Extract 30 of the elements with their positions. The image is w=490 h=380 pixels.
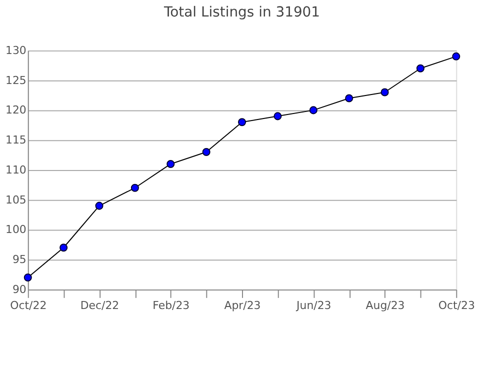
x-tick-label: Dec/22 (80, 298, 120, 312)
y-tick-label: 110 (6, 163, 26, 176)
y-tick-label: 120 (6, 104, 26, 117)
x-tick-label: Jun/23 (296, 298, 332, 312)
point (95, 202, 104, 210)
point (238, 118, 246, 126)
y-tick-label: 90 (12, 282, 26, 296)
point (274, 112, 282, 120)
x-tick-label: Aug/23 (366, 298, 405, 312)
point (309, 106, 318, 114)
point (452, 52, 460, 60)
point (380, 88, 389, 96)
chart-title: Total Listings in 31901 (162, 4, 320, 21)
point (166, 160, 175, 168)
x-tick-label: Oct/23 (438, 298, 475, 312)
y-tick-label: 95 (12, 253, 26, 266)
x-tick-label: Apr/23 (224, 298, 261, 312)
x-tick-label: Feb/23 (152, 298, 190, 312)
point (60, 244, 68, 252)
point (202, 148, 210, 156)
y-tick-label: 130 (6, 44, 26, 57)
x-tick-label: Oct/22 (10, 298, 47, 312)
point (24, 274, 32, 282)
y-tick-label: 115 (6, 134, 26, 147)
y-tick-label: 105 (6, 193, 26, 206)
point (345, 94, 354, 102)
y-tick-label: 125 (6, 74, 26, 87)
point (130, 184, 139, 192)
point (416, 64, 424, 72)
y-tick-label: 100 (6, 223, 26, 236)
